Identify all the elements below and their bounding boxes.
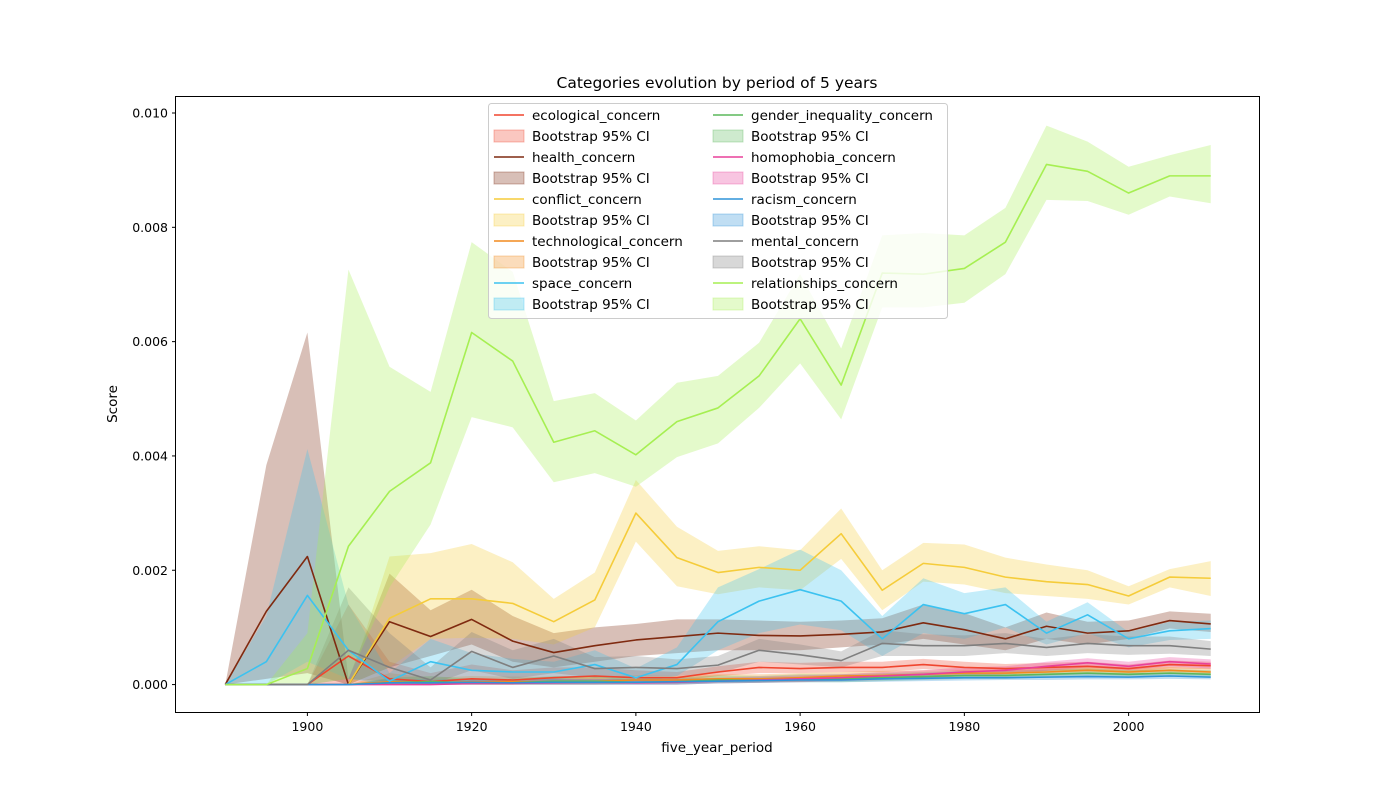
y-tick-label: 0.002 bbox=[132, 563, 168, 578]
series-line-relationships-concern bbox=[225, 163, 1211, 686]
legend-ci-label: Bootstrap 95% CI bbox=[532, 171, 650, 187]
legend-swatch-band bbox=[493, 129, 525, 143]
ci-band-relationships-concern bbox=[225, 125, 1211, 685]
y-tick-label: 0.008 bbox=[132, 220, 168, 235]
y-tick-label: 0.000 bbox=[132, 677, 168, 692]
legend-label: ecological_concern bbox=[532, 108, 660, 124]
legend-swatch-band bbox=[712, 297, 744, 311]
series-line-mental-concern bbox=[225, 642, 1211, 686]
x-axis-label: five_year_period bbox=[661, 740, 772, 756]
x-tick-label: 1980 bbox=[948, 719, 980, 734]
x-tick-label: 1940 bbox=[620, 719, 652, 734]
legend-label: mental_concern bbox=[751, 234, 859, 250]
legend-ci-label: Bootstrap 95% CI bbox=[751, 297, 869, 313]
legend-swatch-band bbox=[712, 255, 744, 269]
ci-band-space-concern bbox=[225, 449, 1211, 685]
legend-label: homophobia_concern bbox=[751, 150, 896, 166]
legend-label: racism_concern bbox=[751, 192, 857, 208]
plot-area-frame bbox=[175, 96, 1260, 713]
legend-swatch-band bbox=[712, 129, 744, 143]
y-tick-label: 0.006 bbox=[132, 334, 168, 349]
legend-label: technological_concern bbox=[532, 234, 683, 250]
ci-band-mental-concern bbox=[225, 587, 1211, 685]
legend-label: health_concern bbox=[532, 150, 635, 166]
series-lines bbox=[224, 163, 1211, 686]
legend-label: conflict_concern bbox=[532, 192, 642, 208]
y-axis-label: Score bbox=[105, 385, 121, 423]
y-axis: 0.000 0.002 0.004 0.006 0.008 0.010 bbox=[132, 106, 176, 692]
x-tick-label: 2000 bbox=[1113, 719, 1145, 734]
series-line-health-concern bbox=[224, 555, 1211, 686]
series-line-ecological-concern bbox=[225, 655, 1211, 686]
ci-band-ecological-concern bbox=[225, 604, 1211, 685]
x-tick-label: 1960 bbox=[784, 719, 816, 734]
legend-swatch-band bbox=[493, 297, 525, 311]
legend-ci-label: Bootstrap 95% CI bbox=[532, 129, 650, 145]
legend-ci-label: Bootstrap 95% CI bbox=[532, 213, 650, 229]
series-line-racism-concern bbox=[225, 675, 1211, 686]
legend-label: space_concern bbox=[532, 276, 632, 292]
y-tick-label: 0.004 bbox=[132, 448, 168, 463]
x-tick-label: 1900 bbox=[291, 719, 323, 734]
legend-swatch-band bbox=[712, 171, 744, 185]
legend-swatch-band bbox=[493, 171, 525, 185]
ci-band-conflict-concern bbox=[225, 479, 1211, 685]
legend-label: gender_inequality_concern bbox=[751, 108, 933, 124]
legend-box bbox=[488, 103, 948, 319]
ci-band-health-concern bbox=[225, 332, 1211, 685]
x-tick-label: 1920 bbox=[456, 719, 488, 734]
legend-ci-label: Bootstrap 95% CI bbox=[532, 297, 650, 313]
x-axis: 1900 1920 1940 1960 1980 2000 bbox=[291, 712, 1145, 734]
series-line-conflict-concern bbox=[225, 512, 1211, 686]
legend-ci-label: Bootstrap 95% CI bbox=[751, 171, 869, 187]
series-line-space-concern bbox=[224, 588, 1211, 686]
legend: ecological_concern Bootstrap 95% CI health… bbox=[488, 103, 948, 319]
legend-ci-label: Bootstrap 95% CI bbox=[751, 213, 869, 229]
legend-swatch-band bbox=[712, 213, 744, 227]
legend-swatch-band bbox=[493, 255, 525, 269]
legend-ci-label: Bootstrap 95% CI bbox=[751, 255, 869, 271]
chart-title: Categories evolution by period of 5 year… bbox=[557, 74, 878, 92]
legend-label: relationships_concern bbox=[751, 276, 898, 292]
ci-band-technological-concern bbox=[225, 666, 1211, 685]
legend-ci-label: Bootstrap 95% CI bbox=[751, 129, 869, 145]
legend-ci-label: Bootstrap 95% CI bbox=[532, 255, 650, 271]
y-tick-label: 0.010 bbox=[132, 106, 168, 121]
legend-swatch-band bbox=[493, 213, 525, 227]
